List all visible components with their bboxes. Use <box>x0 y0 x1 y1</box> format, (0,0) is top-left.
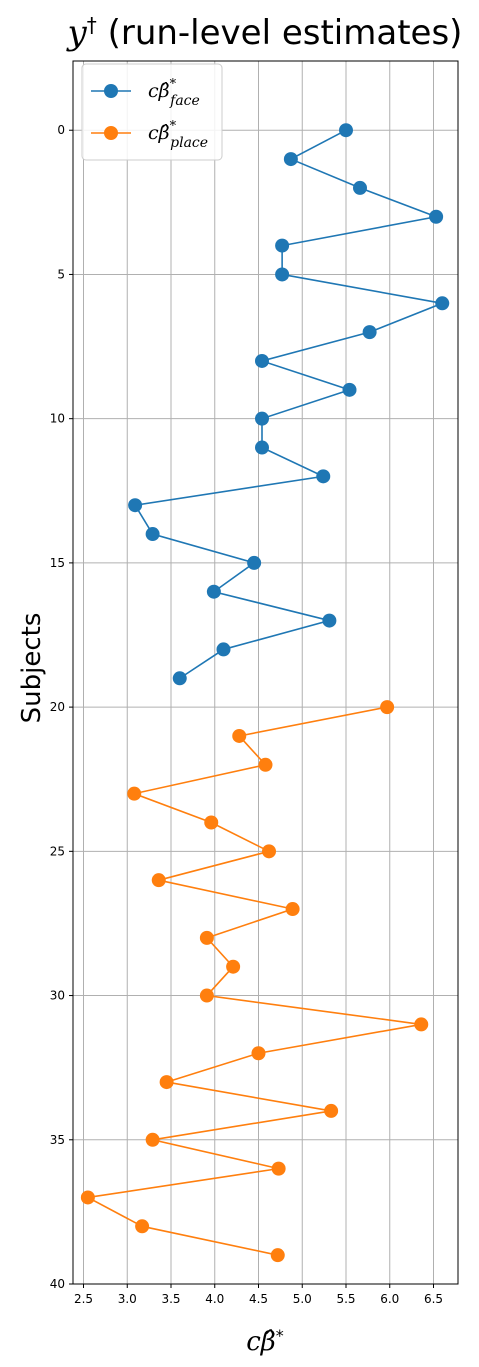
data-point <box>339 123 353 138</box>
legend-marker <box>104 84 118 98</box>
data-point <box>435 296 450 311</box>
legend-label: cβ̂* face <box>148 77 200 109</box>
data-point <box>204 815 219 830</box>
y-tick-label: 5 <box>57 267 65 281</box>
data-point <box>285 902 300 917</box>
series-layer <box>80 123 450 1263</box>
data-point <box>380 700 395 715</box>
data-point <box>255 353 269 368</box>
y-tick-label: 40 <box>50 1277 65 1291</box>
y-tick-label: 30 <box>50 989 65 1003</box>
x-tick-label: 4.0 <box>205 1292 224 1306</box>
x-tick-label: 2.5 <box>74 1292 93 1306</box>
x-tick-label: 6.5 <box>424 1292 443 1306</box>
data-point <box>275 267 290 282</box>
series-line <box>133 129 446 679</box>
x-tick-label: 3.5 <box>161 1292 180 1306</box>
series-face <box>128 123 450 686</box>
data-point <box>145 1132 160 1147</box>
y-ticks: 0 5 10 15 20 25 30 35 40 <box>50 123 73 1291</box>
data-point <box>270 1248 285 1263</box>
x-tick-label: 3.0 <box>118 1292 137 1306</box>
data-point <box>216 642 231 657</box>
x-tick-label: 6.0 <box>380 1292 399 1306</box>
data-point <box>255 411 269 426</box>
data-point <box>151 873 166 888</box>
x-tick-label: 4.5 <box>249 1292 268 1306</box>
data-point <box>172 671 187 686</box>
series-line <box>85 706 422 1256</box>
chart-title: y† (run-level estimates) <box>66 13 463 53</box>
data-point <box>258 757 273 772</box>
data-point <box>232 728 247 743</box>
data-point <box>80 1190 95 1205</box>
data-point <box>342 382 357 397</box>
y-tick-label: 15 <box>50 556 65 570</box>
data-point <box>283 152 298 167</box>
y-tick-label: 10 <box>50 412 65 426</box>
x-tick-label: 5.0 <box>293 1292 312 1306</box>
legend-label: cβ̂* place <box>148 119 208 151</box>
data-point <box>159 1075 174 1090</box>
data-point <box>322 613 337 628</box>
plot-frame <box>72 60 459 1285</box>
data-point <box>316 469 331 484</box>
legend-marker <box>104 126 118 140</box>
data-point <box>206 584 221 599</box>
y-tick-label: 25 <box>50 844 65 858</box>
y-tick-label: 35 <box>50 1133 65 1147</box>
data-point <box>362 325 377 340</box>
legend-item: cβ̂* place <box>91 119 208 151</box>
legend: cβ̂* face cβ̂* place <box>81 63 223 161</box>
data-point <box>251 1046 266 1061</box>
data-point <box>275 238 290 253</box>
data-point <box>324 1103 339 1118</box>
legend-item: cβ̂* face <box>91 77 200 109</box>
data-point <box>255 440 269 455</box>
data-point <box>199 988 214 1003</box>
x-axis-label: cβ̂* <box>246 1326 284 1358</box>
data-point <box>247 555 262 570</box>
series-place <box>80 700 429 1263</box>
x-tick-label: 5.5 <box>336 1292 355 1306</box>
data-point <box>262 844 276 859</box>
grid <box>73 61 458 1285</box>
data-point <box>145 527 160 542</box>
y-axis-label: Subjects <box>17 613 47 724</box>
data-point <box>135 1219 150 1234</box>
y-tick-label: 20 <box>50 700 65 714</box>
data-point <box>429 209 444 224</box>
y-tick-label: 0 <box>57 123 65 137</box>
data-point <box>271 1161 286 1176</box>
x-ticks: 2.5 3.0 3.5 4.0 4.5 5.0 5.5 6.0 6.5 <box>74 1284 443 1306</box>
data-point <box>128 498 143 513</box>
data-point <box>226 959 241 974</box>
data-point <box>353 180 367 195</box>
data-point <box>199 930 214 945</box>
data-point <box>414 1017 429 1032</box>
data-point <box>127 786 142 801</box>
